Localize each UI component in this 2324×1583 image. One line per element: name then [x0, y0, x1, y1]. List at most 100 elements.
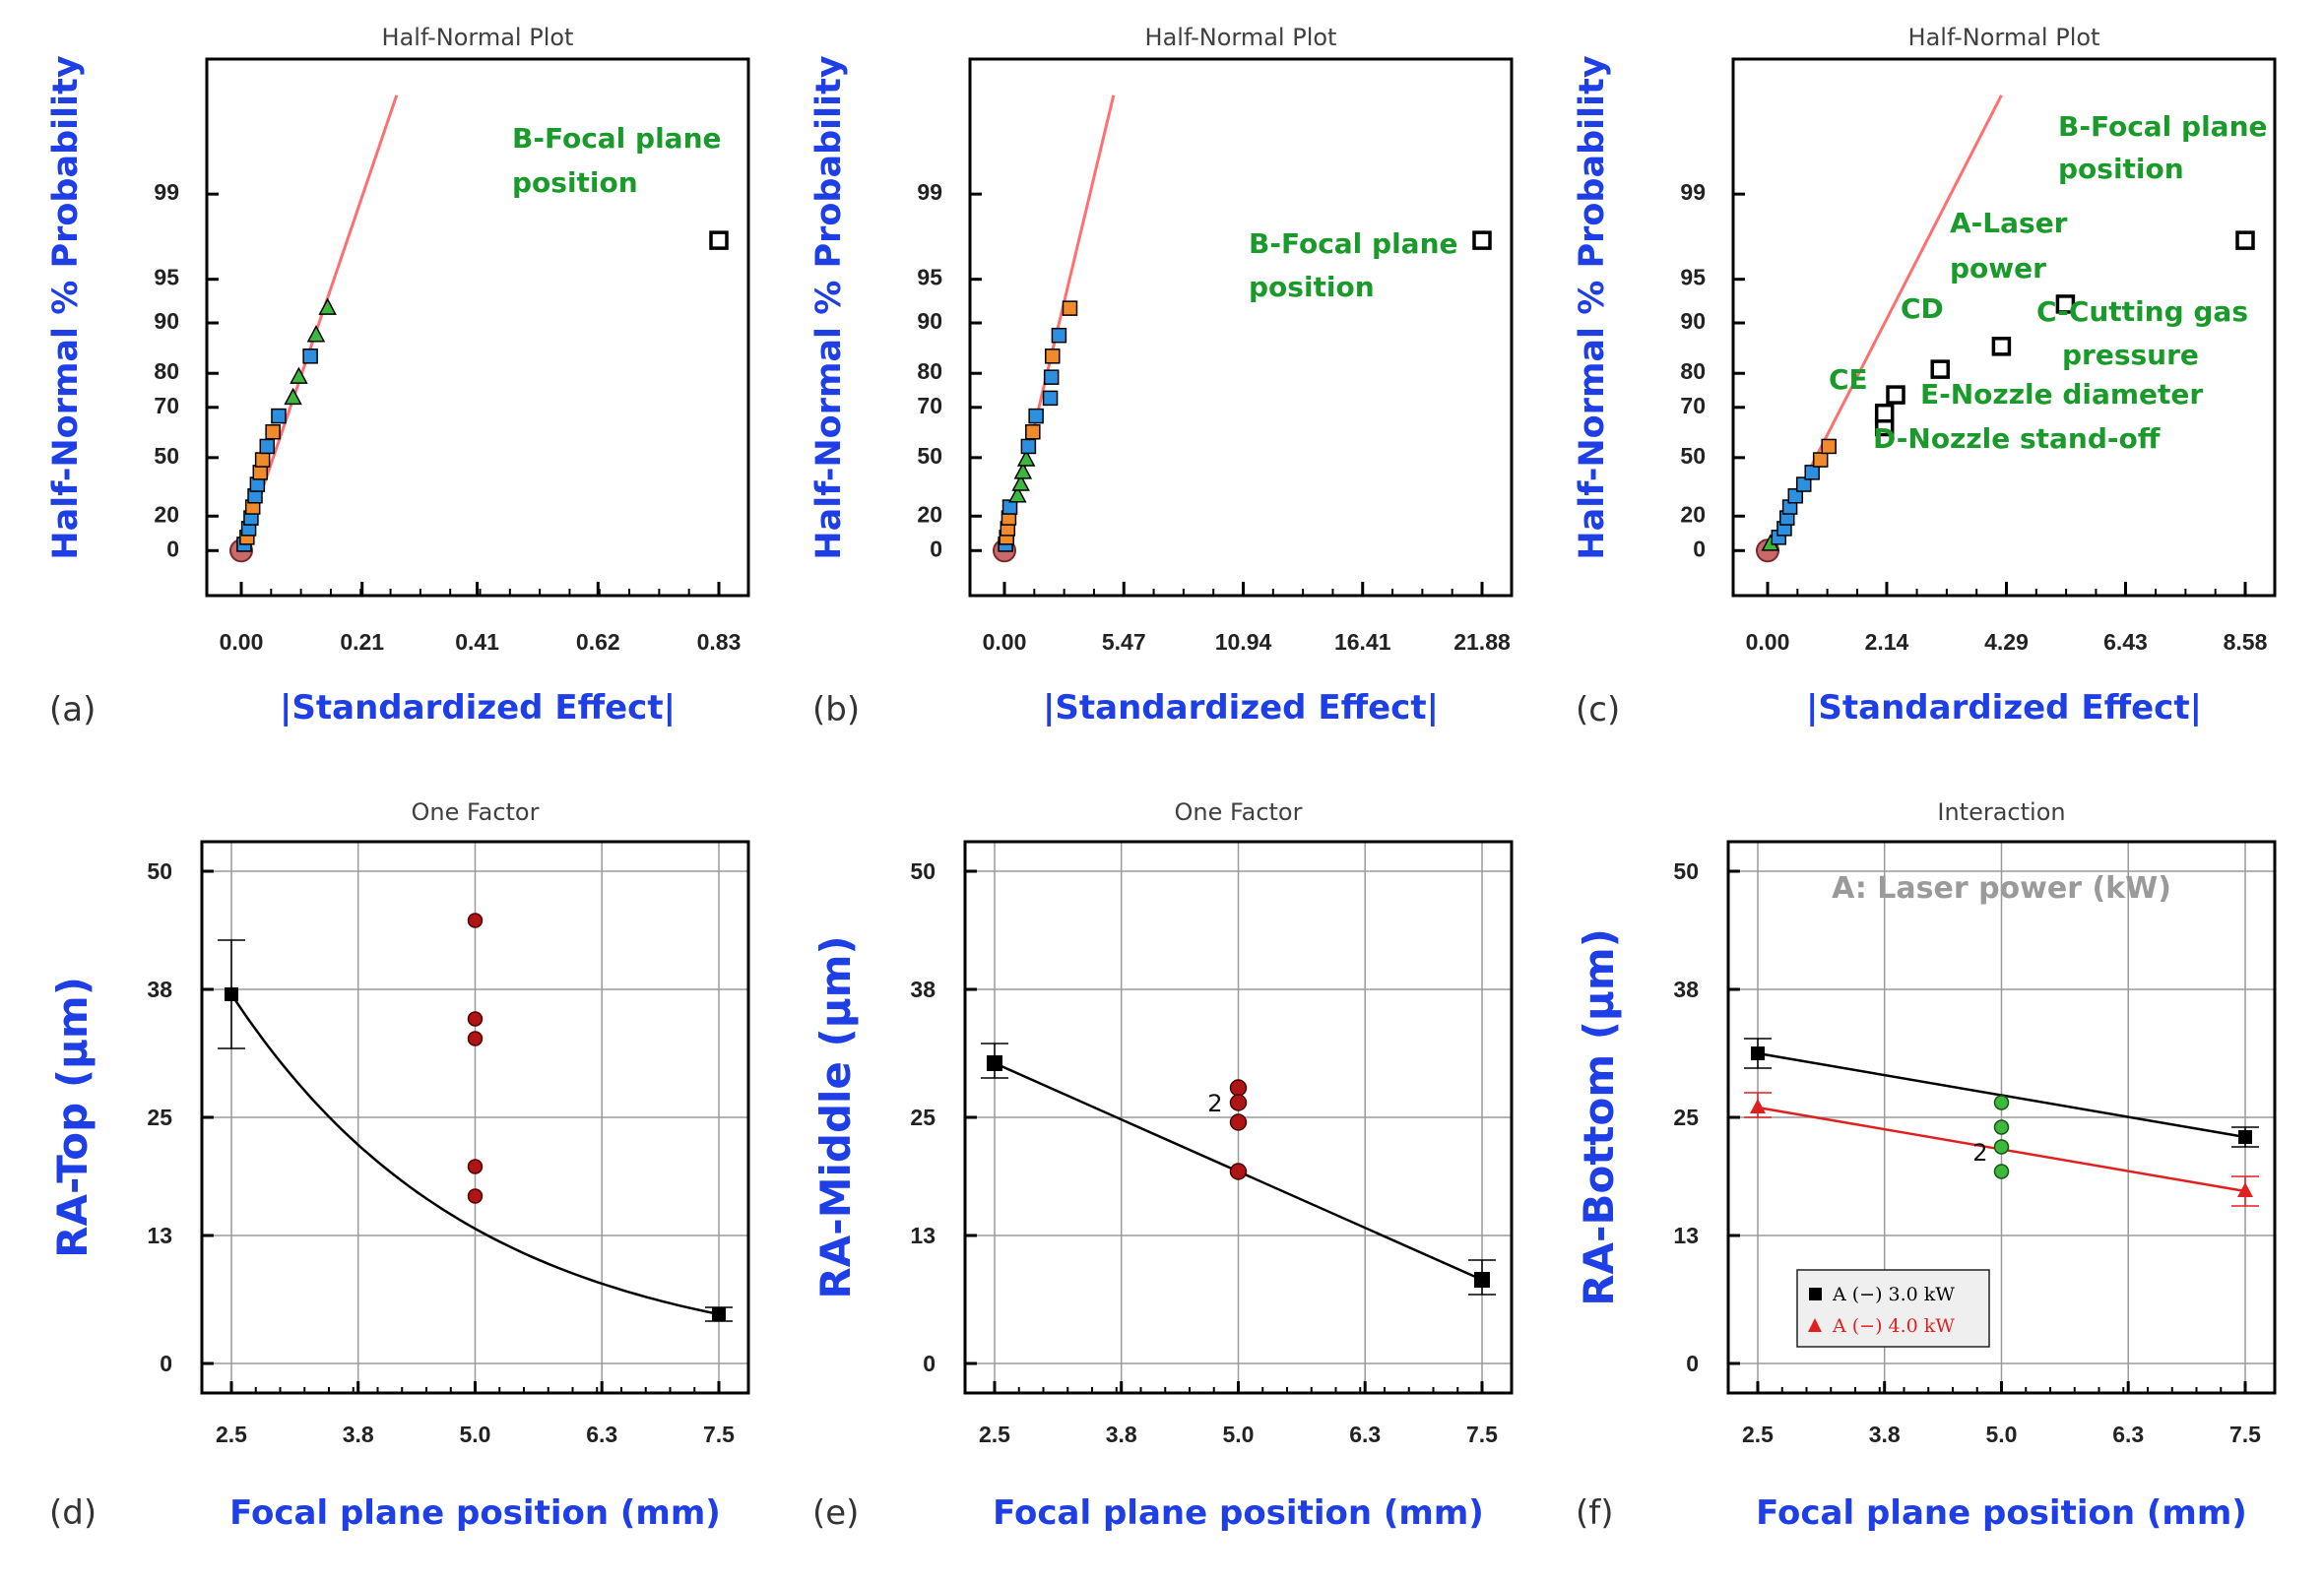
chart-title: Half-Normal Plot — [1145, 24, 1337, 51]
x-axis-label: Focal plane position (mm) — [1756, 1493, 2247, 1533]
y-tick-label: 50 — [1680, 443, 1706, 469]
observation-point — [1993, 1164, 2010, 1179]
observation-point — [1229, 1079, 1248, 1097]
y-tick-label: 20 — [917, 501, 942, 527]
data-point-blue — [1787, 487, 1804, 504]
data-point-green — [318, 297, 337, 315]
data-point-orange — [1821, 438, 1837, 455]
panel-label: (b) — [812, 690, 860, 729]
x-axis-label: |Standardized Effect| — [1043, 688, 1439, 728]
y-axis-label: RA-Top (µm) — [48, 977, 97, 1258]
data-point-blue — [302, 348, 318, 364]
data-point-blue — [259, 438, 276, 455]
data-point-green — [306, 325, 326, 343]
x-tick-label: 7.5 — [703, 1422, 735, 1447]
x-axis-label: Focal plane position (mm) — [229, 1493, 721, 1533]
data-point-blue — [1051, 327, 1067, 344]
data-point-green — [284, 387, 302, 406]
data-point-orange — [1025, 423, 1041, 440]
x-tick-label: 16.41 — [1334, 629, 1391, 655]
fit-curve — [229, 993, 720, 1316]
x-tick-label: 0.41 — [455, 629, 499, 655]
x-tick-label: 2.14 — [1865, 629, 1909, 655]
y-axis-label: Half-Normal % Probability — [809, 55, 849, 560]
chart-panel-a: Half-Normal Plot 0.00 0.21 0.41 0.62 0.83 0 20 5… — [46, 24, 750, 729]
mean-point — [987, 1055, 1002, 1071]
y-tick-label: 95 — [1680, 265, 1706, 290]
annotation-label: E-Nozzle diameter — [1920, 378, 2203, 411]
mean-point — [1474, 1272, 1490, 1288]
legend: A (−) 3.0 kW A (−) 4.0 kW — [1796, 1269, 1990, 1348]
y-axis-label: RA-Middle (µm) — [811, 935, 860, 1298]
chart-title: Half-Normal Plot — [382, 24, 574, 51]
x-axis-label: |Standardized Effect| — [1806, 688, 2202, 728]
data-point-significant — [1472, 230, 1492, 250]
panel-label: (c) — [1576, 690, 1620, 729]
y-tick-label: 50 — [1673, 858, 1699, 884]
y-tick-label: 13 — [1673, 1223, 1699, 1248]
x-tick-label: 0.62 — [576, 629, 620, 655]
panel-label: (a) — [49, 690, 96, 729]
y-tick-label: 25 — [1673, 1105, 1699, 1130]
observation-point — [467, 913, 484, 928]
data-point-orange — [254, 452, 271, 468]
x-tick-label: 2.5 — [216, 1422, 247, 1447]
observation-point — [1993, 1095, 2010, 1110]
x-tick-label: 5.47 — [1102, 629, 1146, 655]
x-tick-label: 10.94 — [1215, 629, 1272, 655]
y-tick-label: 80 — [917, 358, 942, 384]
data-point-significant — [2055, 294, 2076, 314]
y-axis-label: Half-Normal % Probability — [1573, 55, 1612, 560]
x-tick-label: 5.0 — [460, 1422, 491, 1447]
x-tick-label: 21.88 — [1453, 629, 1511, 655]
y-tick-label: 99 — [154, 179, 179, 205]
x-tick-label: 6.3 — [1349, 1422, 1381, 1447]
y-tick-label: 90 — [154, 308, 179, 334]
data-point-green — [1013, 462, 1033, 479]
series-marker — [1751, 1046, 1765, 1060]
y-tick-label: 25 — [147, 1105, 172, 1130]
annotation-label: D-Nozzle stand-off — [1873, 422, 2161, 455]
x-tick-label: 2.5 — [1742, 1422, 1774, 1447]
annotation-label: A-Laser — [1950, 207, 2068, 239]
x-tick-label: 5.0 — [1223, 1422, 1255, 1447]
mean-point — [712, 1307, 726, 1321]
y-axis-label: Half-Normal % Probability — [46, 55, 86, 560]
chart-panel-b: Half-Normal Plot 0.00 5.47 10.94 16.41 21.88 0… — [809, 24, 1514, 729]
observation-point — [1229, 1113, 1248, 1131]
chart-panel-e: One Factor 2.5 3.8 5.0 6.3 7.5 0 13 25 38 50 RA-Mid… — [811, 798, 1514, 1533]
data-point-blue — [1795, 476, 1812, 492]
chart-panel-d: One Factor 2.5 3.8 5.0 6.3 7.5 0 13 25 38 50 RA-Top… — [48, 798, 750, 1533]
y-tick-label: 95 — [917, 265, 942, 290]
observation-point — [1993, 1139, 2010, 1155]
data-point-orange — [1812, 452, 1829, 468]
data-point-blue — [1804, 465, 1820, 480]
annotation-label: B-Focal plane — [2058, 110, 2268, 143]
annotation-label: C-Cutting gas — [2036, 295, 2248, 328]
series-marker — [1750, 1099, 1766, 1113]
data-point-orange — [1062, 300, 1078, 316]
panel-label: (d) — [49, 1493, 97, 1533]
data-point-blue — [1028, 408, 1044, 424]
data-point-orange — [252, 465, 269, 480]
y-tick-label: 50 — [917, 443, 942, 469]
plot-frame — [968, 57, 1514, 598]
x-axis-label: |Standardized Effect| — [280, 688, 676, 728]
panel-label: (e) — [812, 1493, 859, 1533]
chart-title: One Factor — [1175, 798, 1303, 826]
x-tick-label: 6.3 — [586, 1422, 617, 1447]
annotation-label: pressure — [2062, 339, 2199, 371]
y-tick-label: 0 — [166, 536, 179, 561]
y-tick-label: 70 — [1680, 393, 1706, 418]
y-tick-label: 90 — [1680, 308, 1706, 334]
data-point-significant — [1874, 403, 1895, 423]
data-point-orange — [265, 423, 281, 440]
y-tick-label: 38 — [1673, 977, 1699, 1002]
y-tick-label: 50 — [154, 443, 179, 469]
x-tick-label: 7.5 — [2229, 1422, 2261, 1447]
data-point-green — [1011, 474, 1030, 491]
x-axis-label: Focal plane position (mm) — [993, 1493, 1484, 1533]
plot-frame — [1731, 57, 2277, 598]
data-point-blue — [1020, 438, 1037, 455]
